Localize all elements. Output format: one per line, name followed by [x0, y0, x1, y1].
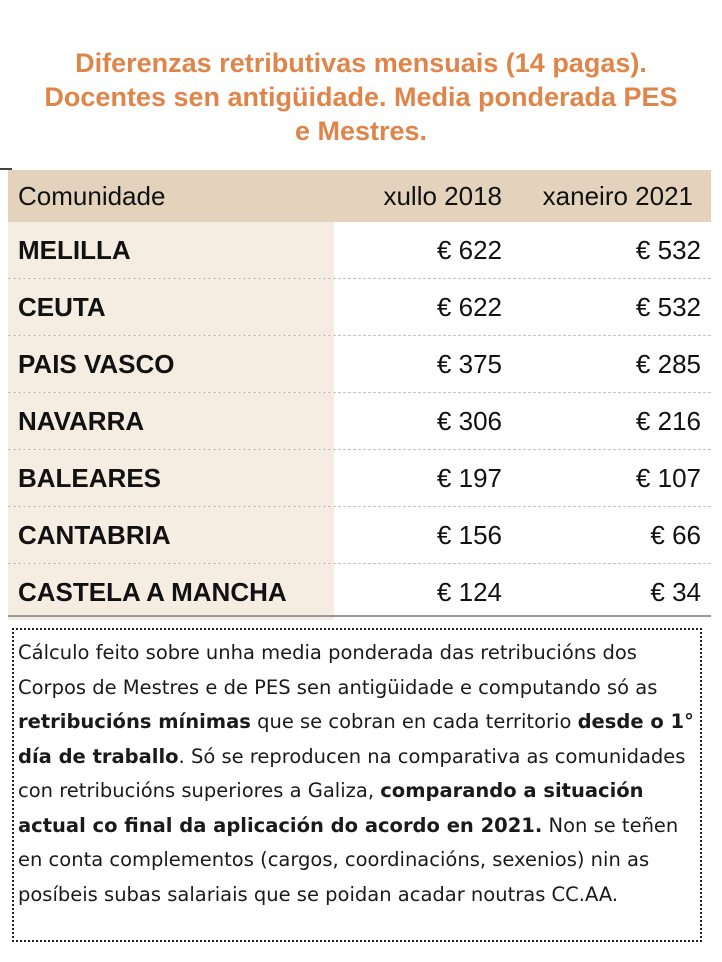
row-value-2021: € 285 — [635, 348, 701, 379]
note-text: Cálculo feito sobre unha media ponderada… — [18, 641, 658, 699]
row-value-2018: € 622 — [436, 291, 502, 322]
title-line-1: Diferenzas retributivas mensuais (14 pag… — [75, 48, 647, 78]
title-line-3: e Mestres. — [294, 116, 428, 146]
row-name: CASTELA A MANCHA — [8, 564, 334, 620]
page-title: Diferenzas retributivas mensuais (14 pag… — [0, 46, 722, 148]
note-bold-text: comparando a situación actual co final d… — [18, 779, 644, 837]
row-name: BALEARES — [8, 450, 334, 506]
row-value-2021: € 66 — [650, 519, 701, 550]
note-bold-text: retribucións mínimas — [18, 710, 251, 733]
note-text: Non se teñen en conta complementos (carg… — [18, 813, 679, 906]
row-name: NAVARRA — [8, 393, 334, 449]
table-header: Comunidade xullo 2018 xaneiro 2021 — [8, 170, 711, 222]
row-name: PAIS VASCO — [8, 336, 334, 392]
note-text: que se cobran en cada territorio — [250, 710, 578, 733]
row-value-2018: € 375 — [436, 348, 502, 379]
row-name: MELILLA — [8, 222, 334, 278]
table-row: MELILLA € 622 € 532 — [8, 222, 711, 279]
table-row: BALEARES € 197 € 107 — [8, 450, 711, 507]
row-value-2021: € 532 — [635, 291, 701, 322]
table-row: CEUTA € 622 € 532 — [8, 279, 711, 336]
note-bold-text: desde o 1° día de traballo — [18, 710, 694, 768]
title-line-2: Docentes sen antigüidade. Media ponderad… — [44, 82, 678, 112]
row-value-2018: € 306 — [436, 405, 502, 436]
methodology-note: Cálculo feito sobre unha media ponderada… — [12, 628, 702, 942]
row-value-2021: € 532 — [635, 234, 701, 265]
row-value-2021: € 34 — [650, 576, 701, 607]
row-name: CEUTA — [8, 279, 334, 335]
table-row: CANTABRIA € 156 € 66 — [8, 507, 711, 564]
row-value-2021: € 216 — [635, 405, 701, 436]
row-value-2021: € 107 — [635, 462, 701, 493]
table-row: CASTELA A MANCHA € 124 € 34 — [8, 564, 711, 620]
row-value-2018: € 197 — [436, 462, 502, 493]
row-value-2018: € 622 — [436, 234, 502, 265]
header-xaneiro-2021: xaneiro 2021 — [542, 180, 693, 211]
row-name: CANTABRIA — [8, 507, 334, 563]
table-bottom-divider — [8, 615, 711, 617]
salary-table: Comunidade xullo 2018 xaneiro 2021 MELIL… — [8, 170, 711, 620]
note-text: . Só se reproducen na comparativa as com… — [18, 744, 686, 803]
table-row: NAVARRA € 306 € 216 — [8, 393, 711, 450]
row-value-2018: € 124 — [436, 576, 502, 607]
top-divider — [0, 168, 12, 170]
header-xullo-2018: xullo 2018 — [383, 180, 502, 211]
table-row: PAIS VASCO € 375 € 285 — [8, 336, 711, 393]
row-value-2018: € 156 — [436, 519, 502, 550]
header-comunidade: Comunidade — [18, 180, 166, 211]
